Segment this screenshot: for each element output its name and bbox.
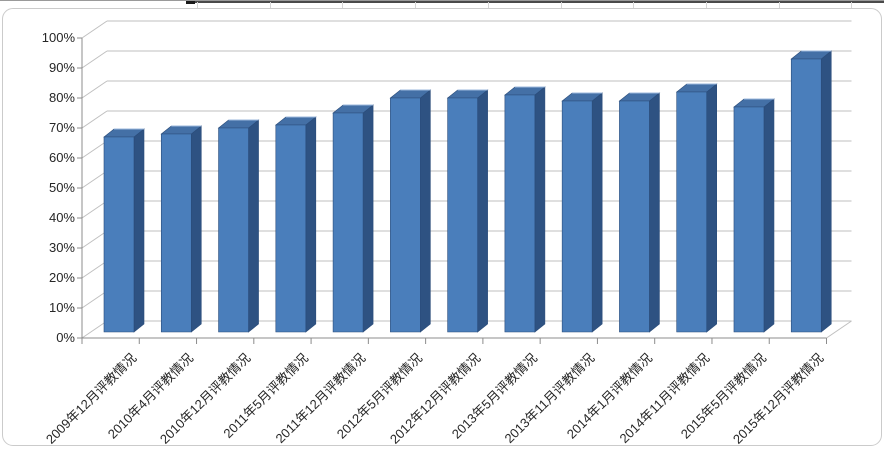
bar-face[interactable] bbox=[390, 97, 421, 333]
gridline-bend bbox=[81, 110, 108, 129]
y-axis-label: 70% bbox=[48, 120, 75, 135]
gridline-bend bbox=[81, 50, 108, 69]
bar-face[interactable] bbox=[763, 98, 775, 333]
spreadsheet-column-border bbox=[270, 2, 271, 8]
bar-face[interactable] bbox=[619, 100, 650, 333]
y-axis-label: 0% bbox=[56, 330, 75, 345]
bar-face[interactable] bbox=[561, 100, 593, 333]
bar-face[interactable] bbox=[534, 86, 546, 333]
bar-2013年11月评教情况[interactable] bbox=[561, 92, 604, 333]
y-axis-label: 40% bbox=[48, 210, 75, 225]
y-axis-label: 10% bbox=[48, 300, 75, 315]
bar-face[interactable] bbox=[591, 92, 603, 333]
y-axis-label: 30% bbox=[48, 240, 75, 255]
bar-2012年5月评教情况[interactable] bbox=[389, 89, 432, 333]
gridline-bend bbox=[81, 170, 108, 189]
bar-2015年5月评教情况[interactable] bbox=[733, 98, 775, 333]
bar-face[interactable] bbox=[305, 116, 317, 333]
y-axis-label: 20% bbox=[48, 270, 75, 285]
gridline-bend bbox=[81, 140, 108, 159]
bar-face[interactable] bbox=[706, 83, 718, 333]
bar-2014年11月评教情况[interactable] bbox=[675, 83, 718, 333]
bar-face[interactable] bbox=[248, 119, 259, 333]
y-axis-label: 90% bbox=[48, 60, 75, 75]
bar-2015年12月评教情况[interactable] bbox=[790, 50, 833, 333]
bar-face[interactable] bbox=[190, 125, 202, 333]
gridline-bend bbox=[81, 260, 108, 279]
spreadsheet-cell-mark bbox=[186, 1, 195, 4]
bar-face[interactable] bbox=[733, 106, 765, 333]
bar-face[interactable] bbox=[447, 97, 478, 333]
bar-2011年5月评教情况[interactable] bbox=[274, 116, 317, 333]
spreadsheet-column-border bbox=[561, 2, 562, 8]
bar-2010年12月评教情况[interactable] bbox=[217, 119, 260, 333]
spreadsheet-column-border bbox=[488, 2, 489, 8]
bar-2009年12月评教情况[interactable] bbox=[103, 128, 145, 333]
spreadsheet-column-border bbox=[197, 2, 198, 8]
gridline-bend bbox=[81, 20, 108, 39]
bar-2012年12月评教情况[interactable] bbox=[446, 89, 489, 333]
gridline-bend bbox=[81, 320, 108, 339]
bar-face[interactable] bbox=[275, 124, 307, 333]
y-axis-label: 100% bbox=[41, 30, 75, 45]
bar-face[interactable] bbox=[160, 133, 192, 333]
bar-face[interactable] bbox=[790, 58, 822, 333]
spreadsheet-column-border bbox=[779, 2, 780, 8]
bar-face[interactable] bbox=[332, 112, 364, 333]
spreadsheet-column-border bbox=[851, 2, 852, 8]
gridline-bend bbox=[81, 290, 108, 309]
bar-2014年1月评教情况[interactable] bbox=[618, 92, 661, 333]
bar-2011年12月评教情况[interactable] bbox=[332, 104, 374, 333]
bar-2013年5月评教情况[interactable] bbox=[504, 86, 546, 333]
bar-face[interactable] bbox=[676, 91, 708, 333]
bar-face[interactable] bbox=[820, 50, 832, 333]
spreadsheet-cell-edge bbox=[190, 1, 884, 3]
floor-right-edge bbox=[826, 320, 852, 339]
bar-face[interactable] bbox=[477, 89, 488, 333]
bar-face[interactable] bbox=[420, 89, 431, 333]
spreadsheet-column-border bbox=[633, 2, 634, 8]
bar-face[interactable] bbox=[103, 136, 135, 333]
gridline-bend bbox=[81, 80, 108, 99]
spreadsheet-column-border bbox=[706, 2, 707, 8]
bar-face[interactable] bbox=[133, 128, 145, 333]
y-axis-label: 60% bbox=[48, 150, 75, 165]
spreadsheet-column-border bbox=[342, 2, 343, 8]
y-axis-label: 80% bbox=[48, 90, 75, 105]
y-axis-label: 50% bbox=[48, 180, 75, 195]
spreadsheet-column-border bbox=[415, 2, 416, 8]
bar-2010年4月评教情况[interactable] bbox=[160, 125, 203, 333]
bar-face[interactable] bbox=[362, 104, 374, 333]
bar-face[interactable] bbox=[649, 92, 660, 333]
gridline-bend bbox=[81, 230, 108, 249]
spreadsheet-row-border bbox=[0, 0, 884, 9]
chart-area-border bbox=[2, 8, 882, 446]
bar-face[interactable] bbox=[218, 127, 249, 333]
bar-face[interactable] bbox=[504, 94, 536, 333]
gridline-bend bbox=[81, 200, 108, 219]
